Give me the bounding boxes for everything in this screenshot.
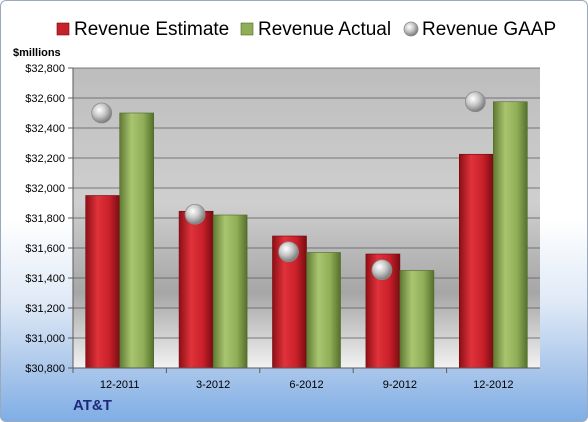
bar-revenue-actual — [399, 270, 435, 369]
gaap-marker — [278, 241, 299, 263]
y-tick-label: $32,000 — [25, 183, 65, 195]
y-axis-unit-label: $millions — [13, 47, 61, 59]
bar-revenue-estimate — [458, 153, 494, 369]
bar-revenue-actual — [212, 214, 248, 369]
x-tick-label: 12-2012 — [473, 379, 513, 391]
x-tick-label: 3-2012 — [196, 379, 230, 391]
gaap-marker — [184, 203, 206, 225]
legend-swatch-revenue-estimate — [56, 22, 70, 36]
company-name: AT&T — [73, 397, 112, 414]
y-tick-label: $32,200 — [25, 153, 65, 165]
gaap-marker — [371, 259, 393, 281]
y-tick-label: $31,600 — [25, 243, 65, 255]
y-tick-label: $31,800 — [25, 213, 65, 225]
legend-swatch-revenue-gaap — [403, 21, 419, 37]
bar-revenue-estimate — [178, 210, 214, 369]
y-axis: $30,800 $31,000 $31,200 $31,400 $31,600 $31,8… — [25, 63, 74, 375]
chart-legend: Revenue Estimate Revenue Actual Revenue GA… — [56, 19, 556, 40]
y-tick-label: $31,000 — [25, 333, 65, 345]
y-tick-label: $32,600 — [25, 93, 65, 105]
x-tick-label: 6-2012 — [289, 379, 323, 391]
gaap-markers — [91, 91, 486, 281]
bar-revenue-actual — [306, 252, 341, 369]
y-tick-label: $32,800 — [25, 63, 65, 75]
legend-label-revenue-gaap: Revenue GAAP — [422, 19, 556, 40]
y-tick-label: $31,400 — [25, 273, 65, 285]
x-tick-label: 12-2011 — [100, 379, 140, 391]
bar-series — [85, 101, 528, 369]
gaap-marker — [464, 91, 486, 113]
bar-revenue-actual — [119, 112, 154, 369]
gaap-marker — [91, 102, 113, 124]
y-tick-label: $30,800 — [25, 363, 65, 375]
bar-revenue-actual — [492, 101, 528, 369]
legend-label-revenue-estimate: Revenue Estimate — [74, 19, 229, 40]
bar-revenue-estimate — [85, 195, 120, 369]
x-axis: 12-2011 3-2012 6-2012 9-2012 12-2012 — [72, 367, 540, 391]
legend-swatch-revenue-actual — [240, 22, 254, 36]
y-tick-label: $32,400 — [25, 123, 65, 135]
legend-label-revenue-actual: Revenue Actual — [258, 19, 391, 40]
x-tick-label: 9-2012 — [383, 379, 417, 391]
y-tick-label: $31,200 — [25, 303, 65, 315]
